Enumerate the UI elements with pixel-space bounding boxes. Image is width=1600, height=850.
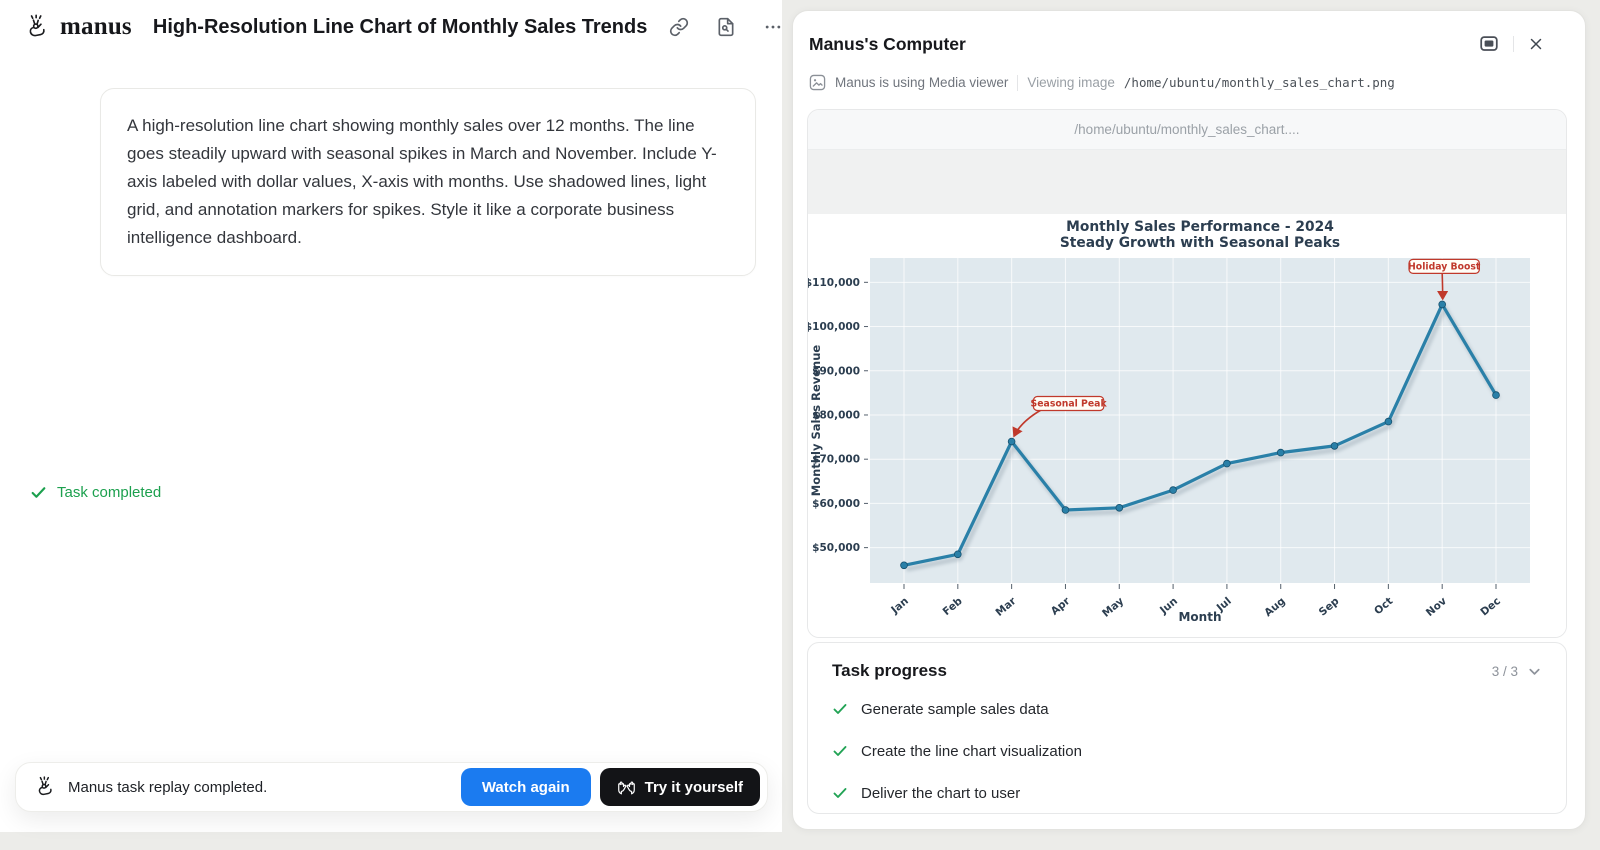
share-link-icon[interactable] (669, 17, 689, 37)
file-search-icon[interactable] (716, 17, 736, 37)
brand[interactable]: manus (24, 13, 132, 41)
svg-text:$100,000: $100,000 (808, 321, 860, 333)
media-filename: /home/ubuntu/monthly_sales_chart.... (1074, 122, 1300, 137)
manus-logo-icon (24, 14, 51, 41)
media-viewer-icon (809, 74, 826, 91)
media-letterbox (808, 150, 1566, 214)
watch-again-button[interactable]: Watch again (460, 768, 591, 806)
check-icon (832, 701, 848, 717)
task-progress-item: Deliver the chart to user (832, 772, 1542, 814)
chat-header: manus High-Resolution Line Chart of Mont… (0, 0, 782, 54)
page-title: High-Resolution Line Chart of Monthly Sa… (152, 15, 648, 38)
svg-text:$80,000: $80,000 (812, 409, 860, 421)
svg-text:Jan: Jan (888, 595, 911, 617)
svg-text:$110,000: $110,000 (808, 277, 860, 289)
svg-text:Feb: Feb (941, 595, 965, 618)
computer-panel-header: Manus's Computer (809, 33, 1545, 55)
svg-text:Steady Growth with Seasonal Pe: Steady Growth with Seasonal Peaks (1060, 235, 1340, 251)
replay-actions: Watch again Try it yourself (460, 768, 760, 806)
svg-text:Month: Month (1178, 610, 1221, 624)
svg-text:$90,000: $90,000 (812, 365, 860, 377)
divider (1513, 36, 1514, 52)
task-item-label: Create the line chart visualization (861, 742, 1082, 760)
svg-text:Monthly Sales Performance - 20: Monthly Sales Performance - 2024 (1066, 219, 1334, 235)
task-progress-card: Task progress 3 / 3 Generate sample sale… (807, 642, 1567, 814)
svg-text:$70,000: $70,000 (812, 454, 860, 466)
task-item-label: Generate sample sales data (861, 700, 1049, 718)
svg-text:Dec: Dec (1478, 595, 1503, 618)
task-completed-status: Task completed (30, 484, 161, 501)
manus-logo-icon (34, 775, 57, 799)
task-progress-title: Task progress (832, 661, 947, 680)
task-progress-toggle[interactable]: 3 / 3 (1492, 664, 1542, 679)
brand-wordmark: manus (60, 13, 132, 40)
svg-text:Jun: Jun (1157, 595, 1180, 617)
status-label: Task completed (57, 484, 162, 501)
chat-panel: manus High-Resolution Line Chart of Mont… (0, 0, 782, 832)
replay-bar: Manus task replay completed. Watch again… (15, 762, 768, 812)
task-progress-counter: 3 / 3 (1491, 663, 1518, 679)
chevron-down-icon (1527, 664, 1542, 679)
svg-text:Mar: Mar (993, 595, 1019, 619)
svg-text:Oct: Oct (1372, 595, 1395, 617)
svg-text:Monthly Sales Revenue: Monthly Sales Revenue (809, 345, 823, 497)
try-it-label: Try it yourself (644, 778, 743, 796)
fullscreen-icon[interactable] (1478, 33, 1500, 55)
svg-text:$60,000: $60,000 (812, 498, 860, 510)
svg-text:Nov: Nov (1424, 595, 1449, 619)
replay-message: Manus task replay completed. (68, 778, 268, 796)
computer-panel-title: Manus's Computer (809, 33, 966, 54)
check-icon (832, 743, 848, 759)
check-icon (832, 785, 848, 801)
task-progress-item: Create the line chart visualization (832, 730, 1542, 772)
svg-text:$50,000: $50,000 (812, 542, 860, 554)
svg-text:May: May (1100, 595, 1126, 620)
tool-usage-text: Manus is using Media viewer (835, 75, 1009, 90)
hands-icon (617, 778, 636, 797)
divider (1017, 74, 1019, 91)
task-progress-list: Generate sample sales data Create the li… (832, 688, 1542, 814)
user-prompt-message: A high-resolution line chart showing mon… (100, 88, 756, 276)
chart-image: $50,000 $60,000 $70,000 $80,000 $90,000 $100,… (808, 214, 1566, 637)
task-item-label: Deliver the chart to user (861, 784, 1021, 802)
close-icon[interactable] (1527, 35, 1545, 53)
media-viewer: /home/ubuntu/monthly_sales_chart.... $50… (807, 109, 1567, 638)
svg-text:Apr: Apr (1049, 595, 1073, 618)
check-icon (30, 484, 47, 501)
svg-text:Aug: Aug (1262, 595, 1287, 619)
viewed-file-path: /home/ubuntu/monthly_sales_chart.png (1123, 75, 1395, 90)
task-progress-item: Generate sample sales data (832, 688, 1542, 730)
header-actions (669, 17, 783, 37)
svg-text:Seasonal Peak: Seasonal Peak (1031, 399, 1108, 410)
user-prompt-text: A high-resolution line chart showing mon… (127, 116, 717, 247)
task-progress-header: Task progress 3 / 3 (832, 656, 1542, 686)
computer-panel-actions (1478, 33, 1545, 55)
computer-panel: Manus's Computer (792, 10, 1586, 830)
computer-meta-row: Manus is using Media viewer Viewing imag… (809, 74, 1395, 91)
svg-text:Holiday Boost: Holiday Boost (1408, 262, 1481, 273)
try-it-yourself-button[interactable]: Try it yourself (599, 768, 760, 806)
sales-chart-svg: $50,000 $60,000 $70,000 $80,000 $90,000 $100,… (808, 214, 1566, 637)
more-icon[interactable] (763, 17, 783, 37)
media-viewer-toolbar[interactable]: /home/ubuntu/monthly_sales_chart.... (808, 110, 1566, 150)
svg-text:Sep: Sep (1317, 595, 1342, 619)
viewer-action-label: Viewing image (1027, 75, 1115, 90)
